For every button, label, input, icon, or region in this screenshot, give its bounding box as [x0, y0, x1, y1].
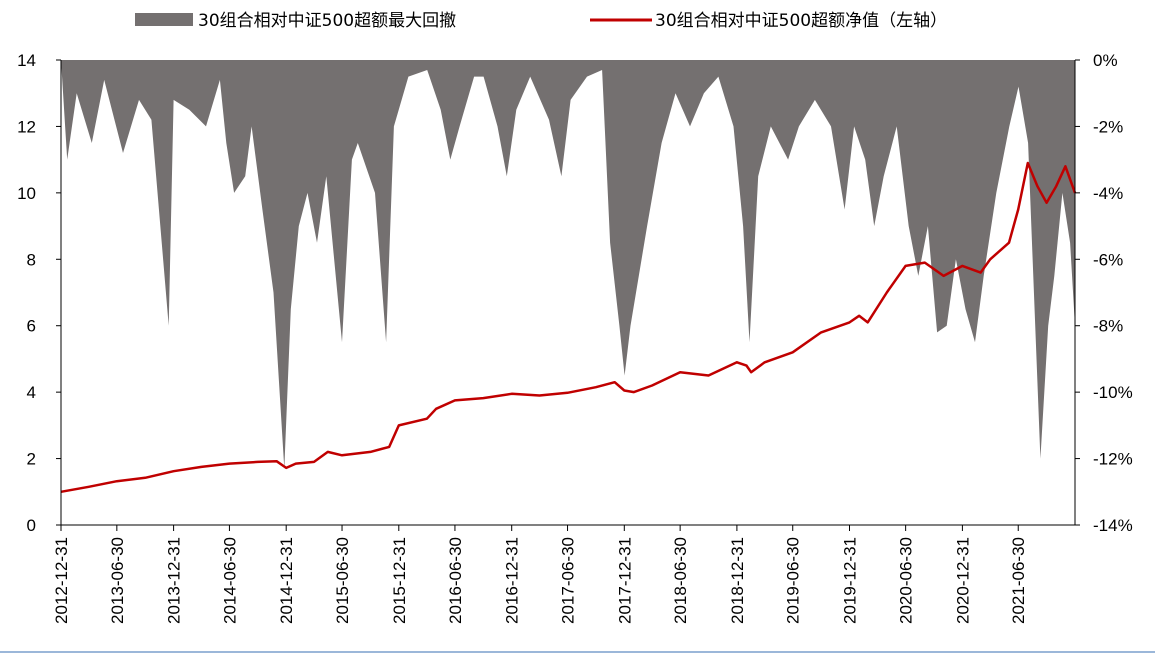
left-axis-tick-label: 0: [27, 516, 36, 535]
nav-line: [60, 161, 1077, 494]
x-axis-tick-label: 2017-12-31: [615, 537, 634, 624]
legend-label-nav: 30组合相对中证500超额净值（左轴）: [655, 11, 947, 31]
x-axis-tick-label: 2013-12-31: [165, 537, 184, 624]
right-axis-tick-label: -6%: [1093, 250, 1123, 269]
left-axis-tick-label: 10: [17, 184, 36, 203]
left-axis-tick-label: 6: [27, 317, 36, 336]
left-axis-tick-label: 14: [17, 51, 36, 70]
legend-label-drawdown: 30组合相对中证500超额最大回撤: [198, 11, 456, 31]
x-axis-tick-label: 2016-06-30: [446, 537, 465, 624]
x-axis-tick-label: 2018-12-31: [728, 537, 747, 624]
x-axis-tick-label: 2019-12-31: [840, 537, 859, 624]
left-axis-tick-label: 12: [17, 117, 36, 136]
x-axis-tick-label: 2014-06-30: [220, 537, 239, 624]
x-axis-tick-label: 2015-12-31: [390, 537, 409, 624]
x-axis-tick-label: 2014-12-31: [277, 537, 296, 624]
right-axis-tick-label: -4%: [1093, 184, 1123, 203]
x-axis-tick-label: 2017-06-30: [559, 537, 578, 624]
right-axis-tick-label: -12%: [1093, 450, 1133, 469]
right-axis-tick-label: -2%: [1093, 117, 1123, 136]
right-axis-tick-label: -14%: [1093, 516, 1133, 535]
right-axis-tick-label: 0%: [1093, 51, 1118, 70]
drawdown-area: [61, 60, 1075, 469]
right-axis-tick-label: -8%: [1093, 317, 1123, 336]
left-axis-tick-label: 2: [27, 450, 36, 469]
legend-swatch-drawdown: [135, 13, 193, 26]
x-axis-tick-label: 2015-06-30: [333, 537, 352, 624]
x-axis-tick-label: 2018-06-30: [671, 537, 690, 624]
x-axis-tick-label: 2019-06-30: [784, 537, 803, 624]
x-axis-tick-label: 2012-12-31: [52, 537, 71, 624]
plot-area: [60, 60, 1077, 494]
legend: 30组合相对中证500超额最大回撤 30组合相对中证500超额净值（左轴）: [135, 11, 947, 31]
axes: 0 2 4 6 8 10 12 14 -14% -12% -10% -8% -6% -4% -2% 0% 201…: [17, 51, 1133, 624]
x-axis-tick-label: 2013-06-30: [108, 537, 127, 624]
x-axis-tick-label: 2021-06-30: [1009, 537, 1028, 624]
bottom-rule: [0, 651, 1155, 653]
left-axis-tick-label: 4: [27, 383, 36, 402]
x-axis-tick-label: 2016-12-31: [503, 537, 522, 624]
left-axis-tick-label: 8: [27, 250, 36, 269]
x-axis-tick-label: 2020-12-31: [953, 537, 972, 624]
right-axis-tick-label: -10%: [1093, 383, 1133, 402]
x-axis-tick-label: 2020-06-30: [897, 537, 916, 624]
